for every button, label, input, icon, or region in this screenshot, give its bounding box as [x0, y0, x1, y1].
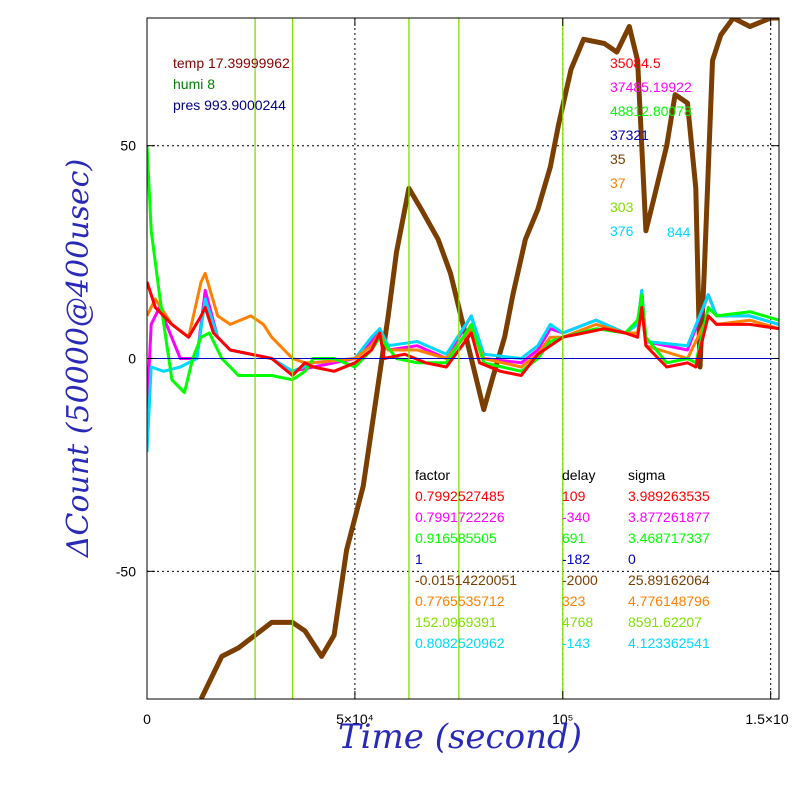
table-cell: 3.468717337 — [628, 530, 710, 546]
y-axis-title: ΔCount (50000@400usec) — [61, 159, 96, 558]
table-cell: 0.7991722226 — [415, 509, 505, 525]
annotations: temp 17.39999962 humi 8 pres 993.9000244 35… — [173, 55, 710, 651]
table-cell: 691 — [562, 530, 586, 546]
table-cell: 0.8082520962 — [415, 635, 505, 651]
x-axis-title: Time (second) — [338, 717, 582, 757]
channel-label: 37321 — [610, 127, 649, 143]
table-cell: 3.877261877 — [628, 509, 710, 525]
table-cell: 4.123362541 — [628, 635, 710, 651]
channel-label: 844 — [667, 224, 691, 240]
table-cell: -2000 — [562, 572, 598, 588]
channel-label: 37 — [610, 175, 626, 191]
table-cell: 8591.62207 — [628, 614, 702, 630]
table-cell: 25.89162064 — [628, 572, 710, 588]
series-line-3 — [147, 145, 779, 395]
env-label: humi 8 — [173, 76, 215, 92]
ticks: 0 5×10⁴ 10⁵ 1.5×10 50 0 -50 — [116, 18, 789, 727]
channel-label: 303 — [610, 199, 634, 215]
table-cell: 3.989263535 — [628, 488, 710, 504]
x-tick-label: 1.5×10 — [745, 711, 788, 727]
table-cell: 0 — [628, 551, 636, 567]
table-cell: 1 — [415, 551, 423, 567]
table-cell: 4768 — [562, 614, 593, 630]
channel-label: 48812.80078 — [610, 103, 692, 119]
y-tick-label: 50 — [120, 138, 136, 154]
x-tick-label: 0 — [143, 711, 151, 727]
channel-label: 376 — [610, 223, 634, 239]
series-group — [147, 18, 779, 699]
channel-label: 35084.5 — [610, 55, 661, 71]
table-header-sigma: sigma — [628, 467, 666, 483]
table-cell: 0.7992527485 — [415, 488, 505, 504]
table-cell: -0.01514220051 — [415, 572, 517, 588]
series-line-5 — [198, 18, 779, 699]
table-cell: 0.916585505 — [415, 530, 497, 546]
table-cell: -340 — [562, 509, 590, 525]
table-header-factor: factor — [415, 467, 450, 483]
table-header-delay: delay — [562, 467, 595, 483]
env-label: temp 17.39999962 — [173, 55, 290, 71]
table-cell: -182 — [562, 551, 590, 567]
x-tick-label: 10⁵ — [552, 711, 573, 727]
table-cell: 4.776148796 — [628, 593, 710, 609]
table-cell: -143 — [562, 635, 590, 651]
table-cell: 0.7765535712 — [415, 593, 505, 609]
x-tick-label: 5×10⁴ — [336, 711, 374, 727]
table-cell: 109 — [562, 488, 586, 504]
y-tick-label: -50 — [116, 563, 136, 579]
channel-label: 35 — [610, 151, 626, 167]
env-label: pres 993.9000244 — [173, 97, 286, 113]
table-cell: 323 — [562, 593, 586, 609]
table-cell: 152.0969391 — [415, 614, 497, 630]
channel-label: 37485.19922 — [610, 79, 692, 95]
y-tick-label: 0 — [128, 351, 136, 367]
